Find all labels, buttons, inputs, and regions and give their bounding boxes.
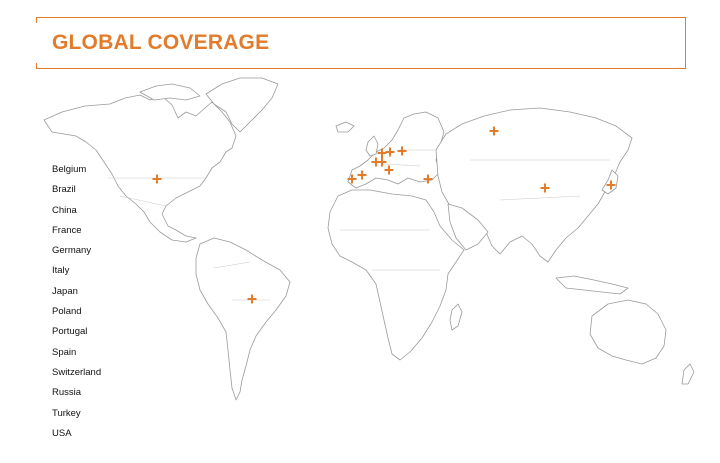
plus-marker-icon: [347, 174, 357, 184]
plus-marker-icon: [606, 180, 616, 190]
page-title: GLOBAL COVERAGE: [52, 31, 270, 54]
uk-land: [365, 135, 379, 157]
australia-land: [589, 299, 667, 365]
country-list-item: Poland: [52, 306, 82, 318]
arabia-land: [447, 203, 489, 251]
country-list: Belgium Brazil China France Germany Italy Japa…: [52, 160, 101, 444]
south-america-land: [195, 237, 291, 401]
coverage-markers: [152, 126, 616, 304]
country-list-item: USA: [52, 427, 72, 439]
plus-marker-icon: [385, 147, 395, 157]
country-list-item: Spain: [52, 346, 77, 358]
country-list-item: France: [52, 224, 82, 236]
plus-marker-icon: [377, 157, 387, 167]
indonesia-land: [555, 275, 629, 295]
country-list-item: China: [52, 204, 77, 216]
north-america-land: [43, 94, 237, 243]
plus-marker-icon: [384, 165, 394, 175]
plus-marker-icon: [397, 146, 407, 156]
plus-marker-icon: [377, 148, 387, 158]
iceland-land: [335, 121, 355, 133]
new-zealand-land: [681, 363, 695, 385]
plus-marker-icon: [357, 170, 367, 180]
plus-marker-icon: [489, 126, 499, 136]
arctic-islands-land: [139, 83, 201, 101]
country-list-item: Belgium: [52, 164, 87, 175]
country-list-item: Switzerland: [52, 366, 102, 378]
plus-marker-icon: [540, 183, 550, 193]
country-list-item: Germany: [52, 245, 92, 257]
africa-land: [327, 189, 465, 361]
plus-marker-icon: [152, 174, 162, 184]
country-list-item: Italy: [52, 265, 70, 277]
madagascar-land: [449, 303, 463, 331]
country-list-item: Japan: [52, 285, 78, 297]
plus-marker-icon: [423, 174, 433, 184]
plus-marker-icon: [247, 294, 257, 304]
title-frame: [36, 17, 686, 69]
country-list-item: Portugal: [52, 326, 88, 338]
country-list-item: Turkey: [52, 407, 81, 419]
greenland-land: [205, 77, 279, 133]
country-list-item: Brazil: [52, 184, 76, 196]
country-list-item: Russia: [52, 387, 82, 399]
